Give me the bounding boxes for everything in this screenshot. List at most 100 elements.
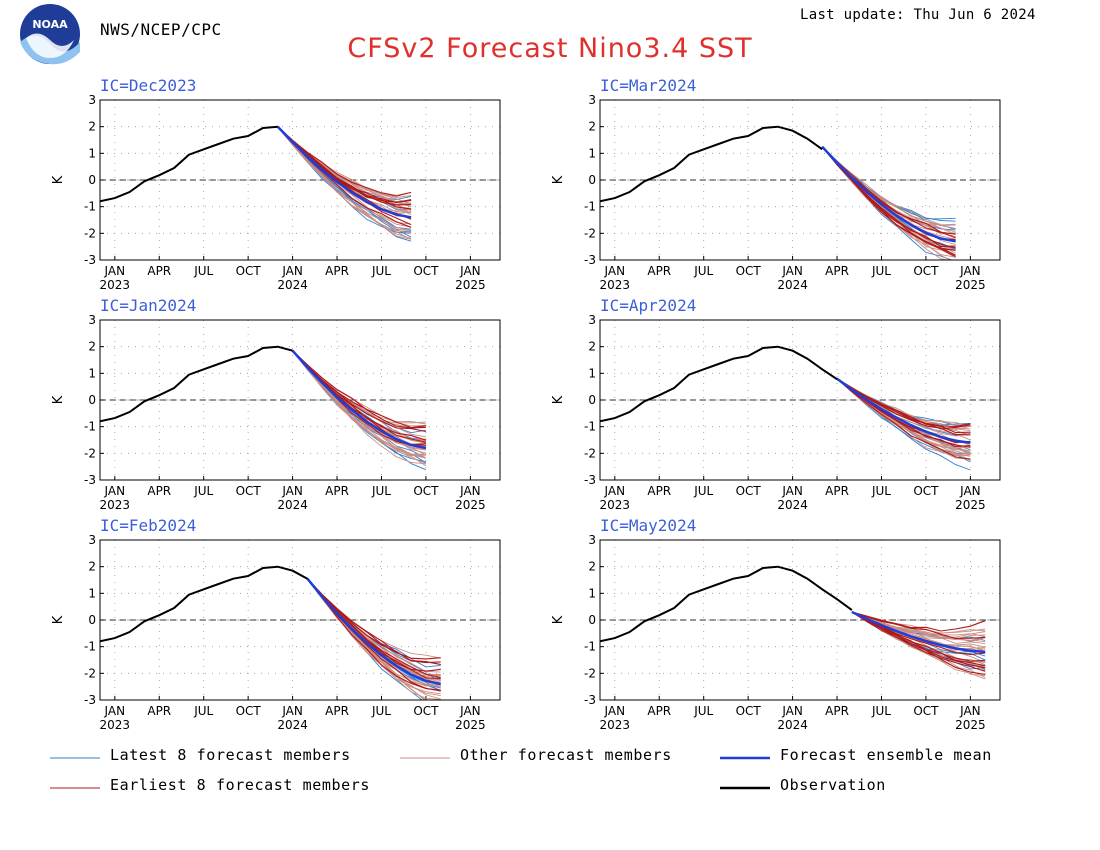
x-tick-label: JAN [781,264,803,278]
forecast-member-line [277,126,412,228]
y-axis-label: K [551,175,566,184]
x-year-label: 2023 [100,718,131,732]
x-year-label: 2025 [955,278,986,292]
y-tick-label: 3 [88,93,96,107]
y-axis-label: K [551,615,566,624]
x-tick-label: JAN [104,704,126,718]
x-tick-label: JAN [781,484,803,498]
ensemble-mean-line [291,349,427,450]
noaa-logo-text: NOAA [32,18,68,31]
panel-ic-label: IC=Jan2024 [100,296,196,315]
forecast-member-line [821,146,956,250]
ensemble-mean-line [306,577,441,686]
forecast-member-line [836,378,971,460]
ensemble-mean-line [836,377,971,444]
y-tick-label: 1 [88,146,96,160]
x-tick-label: JAN [604,484,626,498]
x-tick-label: OCT [913,264,939,278]
x-year-label: 2023 [100,278,131,292]
x-tick-label: JAN [959,484,981,498]
x-tick-label: APR [647,484,671,498]
forecast-member-line [836,378,971,430]
y-tick-label: 0 [88,393,96,407]
forecast-member-line [821,146,956,248]
x-tick-label: JAN [604,264,626,278]
plot-frame [599,539,1001,701]
forecast-member-line [306,578,441,679]
y-tick-label: 3 [588,313,596,327]
x-year-label: 2023 [600,278,631,292]
forecast-member-line [821,146,956,235]
forecast-member-line [821,146,956,235]
x-year-label: 2025 [455,498,486,512]
x-year-label: 2024 [777,718,808,732]
forecast-member-line [851,611,986,641]
x-tick-label: OCT [913,704,939,718]
x-tick-label: JAN [459,264,481,278]
x-year-label: 2024 [777,278,808,292]
page-title: CFSv2 Forecast Nino3.4 SST [347,33,753,64]
forecast-member-line [306,578,441,660]
x-tick-label: OCT [413,484,439,498]
x-tick-label: JUL [693,484,713,498]
forecast-member-line [277,126,412,203]
x-tick-label: JUL [871,704,891,718]
x-tick-label: JAN [281,704,303,718]
y-tick-label: -1 [84,420,96,434]
chart-panel-0: IC=Dec2023 -3 -2 -1 0 1 2 3 K JAN APR JUL OCT JAN APR J… [51,76,501,292]
x-tick-label: APR [325,264,349,278]
x-tick-label: JAN [459,484,481,498]
forecast-member-line [821,146,956,249]
x-year-label: 2023 [600,718,631,732]
chart-panel-5: IC=May2024 -3 -2 -1 0 1 2 3 K JAN APR JUL OCT JAN APR J… [551,516,1001,732]
y-tick-label: 2 [588,340,596,354]
ensemble-mean-line [821,145,956,243]
x-tick-label: APR [325,704,349,718]
x-tick-label: JUL [371,704,391,718]
y-tick-label: -2 [84,666,96,680]
x-tick-label: APR [825,264,849,278]
x-tick-label: JAN [104,484,126,498]
plot-frame [99,99,501,261]
forecast-member-line [821,146,956,256]
x-tick-label: OCT [413,704,439,718]
plot-frame [99,319,501,481]
observation-line [100,345,293,423]
forecast-member-line [292,350,427,467]
observation-line [100,565,308,643]
chart-panel-1: IC=Mar2024 -3 -2 -1 0 1 2 3 K JAN APR JUL OCT JAN APR J… [551,76,1001,292]
x-tick-label: APR [647,264,671,278]
chart-panel-4: IC=Feb2024 -3 -2 -1 0 1 2 3 K JAN APR JUL OCT JAN APR J… [51,516,501,732]
x-year-label: 2023 [600,498,631,512]
forecast-member-line [277,126,412,203]
forecast-member-line [821,146,956,231]
y-tick-label: -2 [584,666,596,680]
forecast-member-line [307,578,441,681]
ensemble-mean-line [851,610,986,654]
forecast-member-line [307,578,441,683]
panel-ic-label: IC=May2024 [600,516,696,535]
x-tick-label: JAN [781,704,803,718]
forecast-member-line [292,350,426,448]
observation-line [600,125,823,203]
y-axis-label: K [51,175,66,184]
observation-line [100,125,278,203]
x-tick-label: JAN [281,484,303,498]
forecast-member-line [836,378,971,426]
x-tick-label: JUL [871,264,891,278]
last-update: Last update: Thu Jun 6 2024 [800,7,1036,23]
forecast-member-line [851,611,986,667]
legend [50,756,770,790]
chart-panel-2: IC=Jan2024 -3 -2 -1 0 1 2 3 K JAN APR JUL OCT JAN APR J… [51,296,501,512]
x-tick-label: OCT [736,484,762,498]
forecast-member-line [277,126,412,212]
x-tick-label: APR [147,264,171,278]
x-year-label: 2023 [100,498,131,512]
y-tick-label: 1 [588,586,596,600]
plot-frame [599,99,1001,261]
panel-ic-label: IC=Apr2024 [600,296,696,315]
forecast-member-line [851,611,986,640]
x-year-label: 2025 [955,498,986,512]
x-tick-label: APR [147,704,171,718]
